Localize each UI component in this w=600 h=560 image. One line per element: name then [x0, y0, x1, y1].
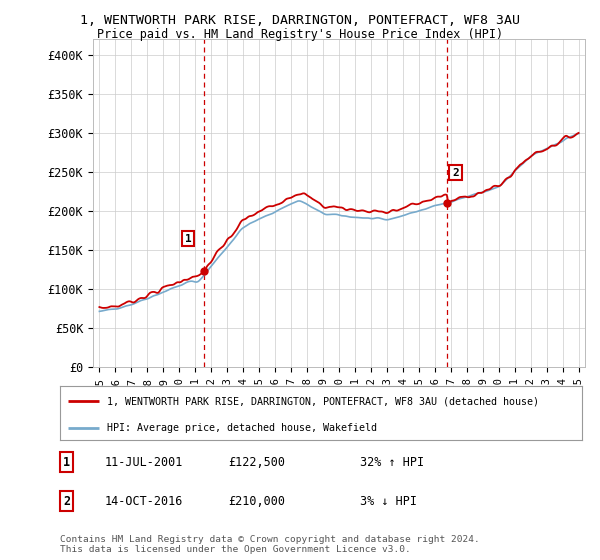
Text: Price paid vs. HM Land Registry's House Price Index (HPI): Price paid vs. HM Land Registry's House …: [97, 28, 503, 41]
Text: £210,000: £210,000: [228, 494, 285, 508]
Text: 32% ↑ HPI: 32% ↑ HPI: [360, 455, 424, 469]
Text: 3% ↓ HPI: 3% ↓ HPI: [360, 494, 417, 508]
Text: 1: 1: [185, 234, 191, 244]
Text: 11-JUL-2001: 11-JUL-2001: [105, 455, 184, 469]
Text: 2: 2: [63, 494, 70, 508]
Text: HPI: Average price, detached house, Wakefield: HPI: Average price, detached house, Wake…: [107, 423, 377, 433]
Text: 1, WENTWORTH PARK RISE, DARRINGTON, PONTEFRACT, WF8 3AU (detached house): 1, WENTWORTH PARK RISE, DARRINGTON, PONT…: [107, 396, 539, 407]
Text: 2: 2: [452, 167, 459, 178]
Text: Contains HM Land Registry data © Crown copyright and database right 2024.
This d: Contains HM Land Registry data © Crown c…: [60, 535, 480, 554]
Text: 1: 1: [63, 455, 70, 469]
Text: 1, WENTWORTH PARK RISE, DARRINGTON, PONTEFRACT, WF8 3AU: 1, WENTWORTH PARK RISE, DARRINGTON, PONT…: [80, 14, 520, 27]
Text: 14-OCT-2016: 14-OCT-2016: [105, 494, 184, 508]
Text: £122,500: £122,500: [228, 455, 285, 469]
